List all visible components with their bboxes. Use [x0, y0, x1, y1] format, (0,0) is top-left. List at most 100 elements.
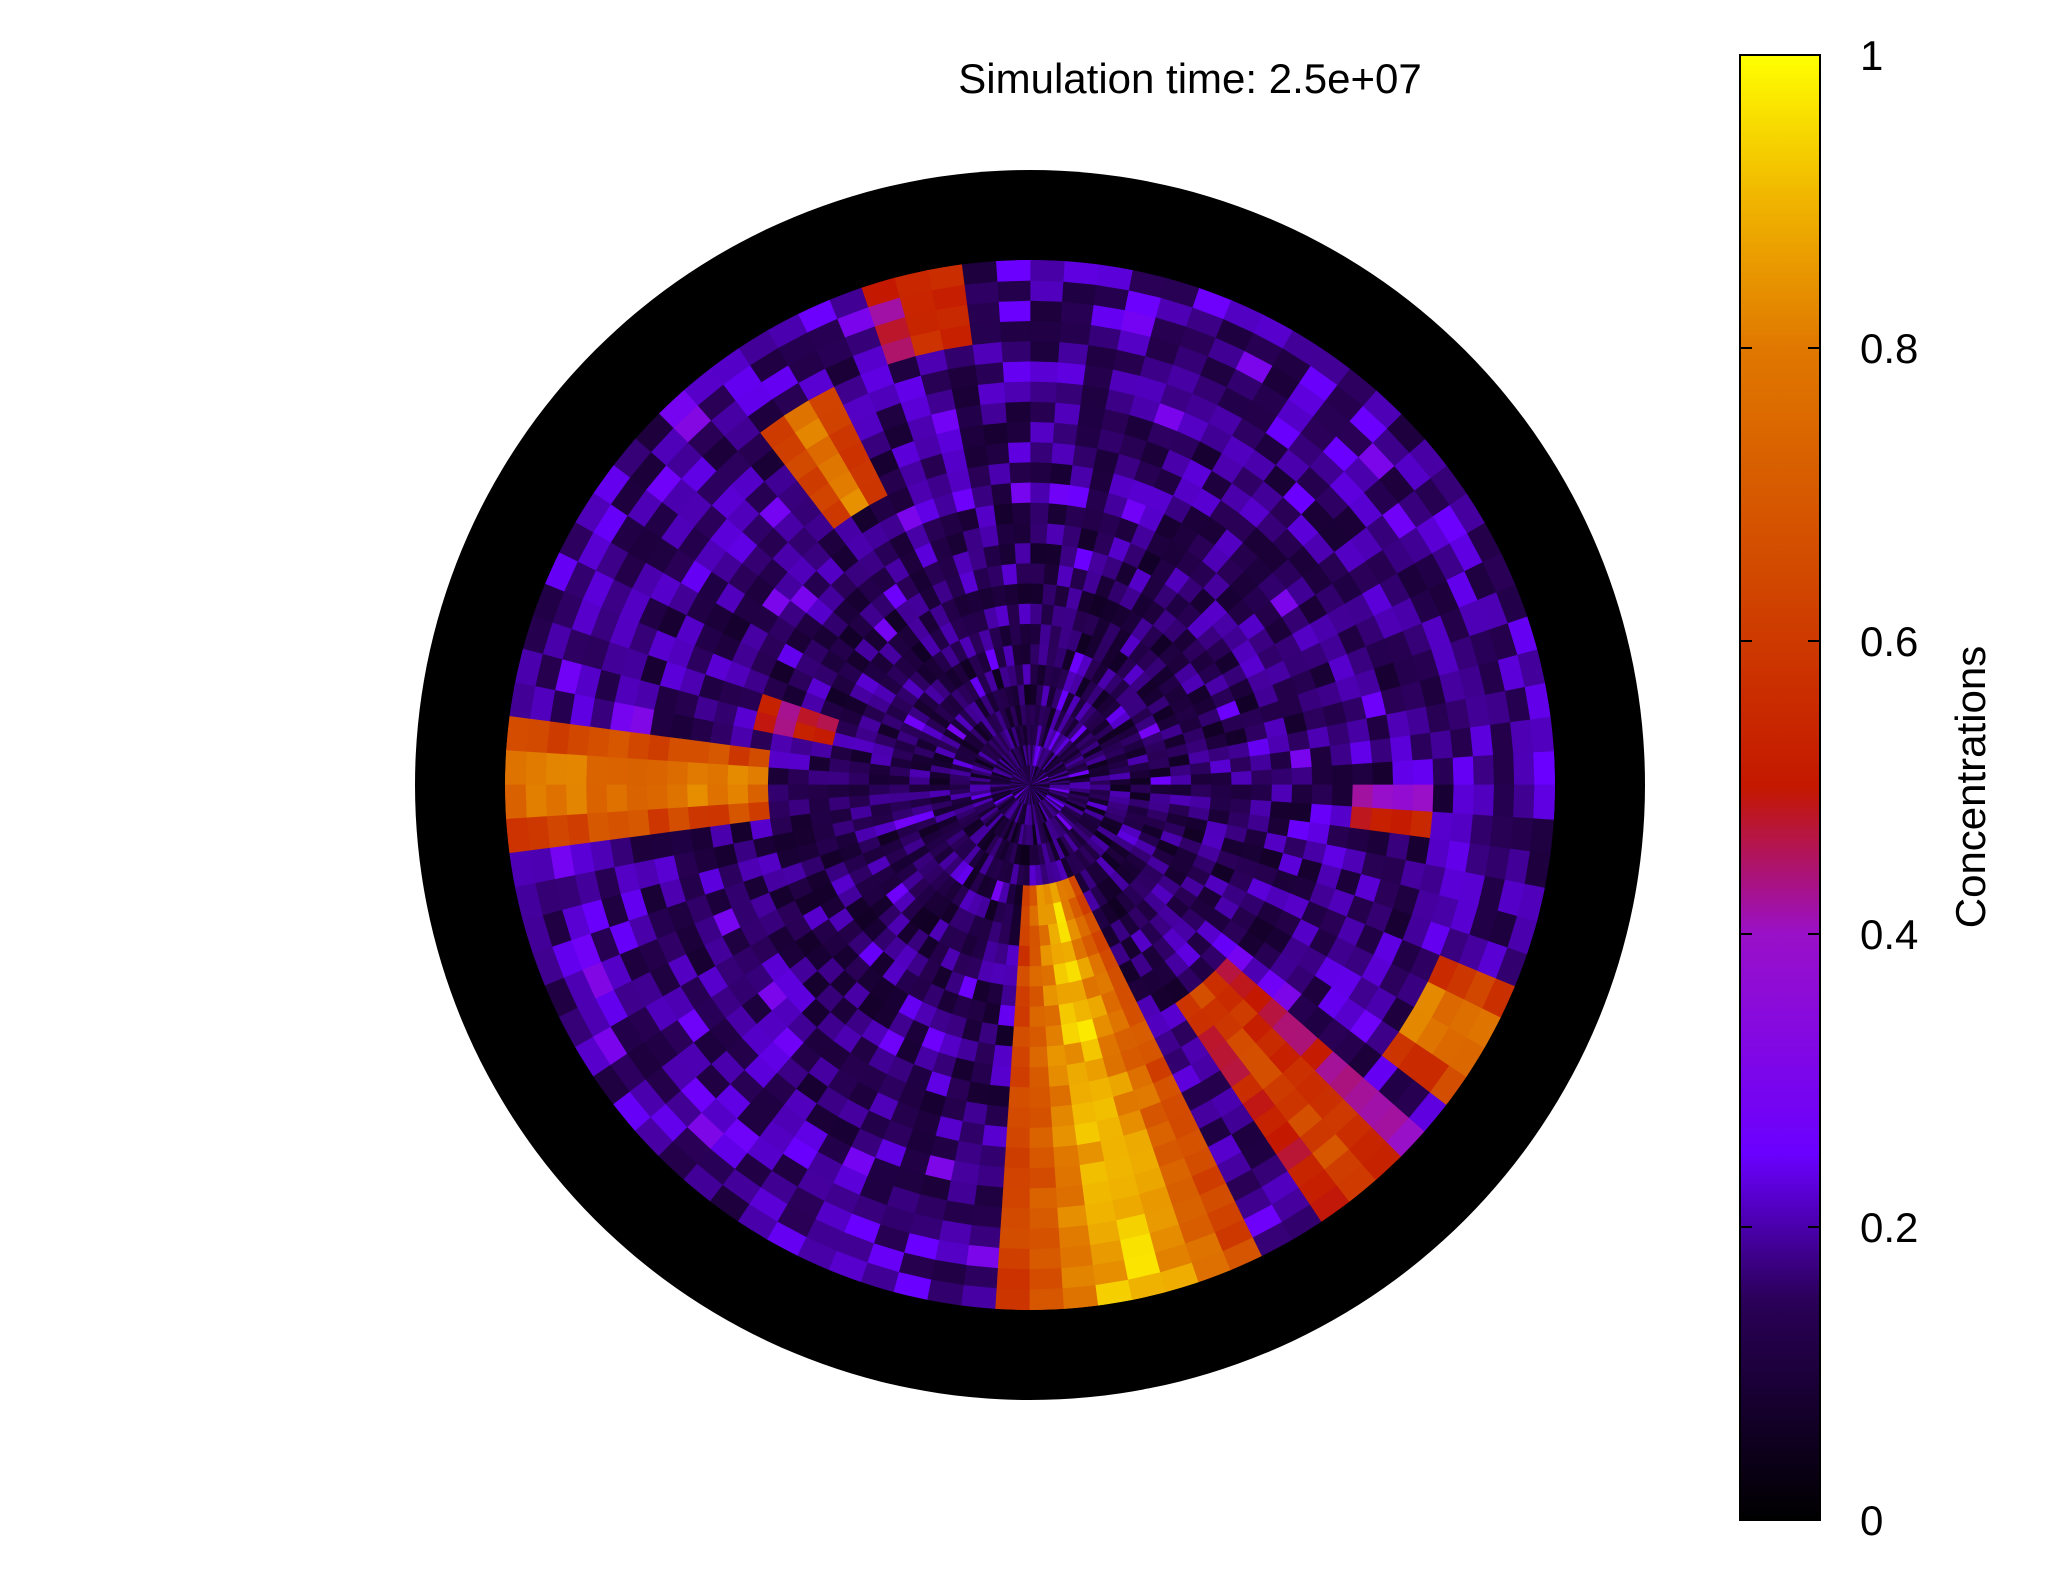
heatmap-cell-14-45	[729, 725, 754, 749]
heatmap-cell-11-0	[1251, 768, 1273, 786]
heatmap-cell-15-69	[966, 1081, 991, 1106]
heatmap-cell-20-24	[1001, 360, 1031, 383]
heatmap-cell-14-23	[1029, 481, 1051, 504]
heatmap-cell-12-69	[978, 1022, 999, 1046]
heatmap-cell-24-72	[1029, 1268, 1064, 1291]
heatmap-cell-19-72	[1029, 1167, 1057, 1190]
heatmap-cell-19-73	[1054, 1164, 1084, 1189]
heatmap-cell-20-46	[606, 729, 631, 760]
heatmap-cell-12-22	[1045, 522, 1065, 546]
heatmap-cell-21-95	[1452, 784, 1475, 815]
heatmap-cell-12-0	[1271, 767, 1293, 786]
heatmap-cell-16-22	[1050, 442, 1076, 466]
heatmap-cell-13-93	[1287, 818, 1311, 841]
heatmap-cell-25-49	[505, 817, 530, 854]
heatmap-cell-22-24	[999, 320, 1031, 343]
heatmap-cell-19-25	[976, 381, 1006, 406]
heatmap-cell-5-23	[1029, 663, 1039, 685]
heatmap-cell-23-46	[545, 721, 571, 756]
heatmap-cell-24-0	[1513, 751, 1536, 786]
heatmap-cell-25-46	[505, 716, 530, 753]
heatmap-cell-19-1	[1409, 731, 1434, 761]
heatmap-cell-12-73	[1045, 1024, 1065, 1048]
heatmap-cell-16-46	[687, 739, 711, 765]
heatmap-cell-22-46	[566, 723, 591, 757]
heatmap-cell-21-48	[585, 784, 608, 815]
heatmap-cell-10-24	[1015, 562, 1031, 584]
heatmap-cell-9-70	[1003, 964, 1019, 987]
heatmap-cell-9-72	[1029, 965, 1044, 988]
heatmap-cell-8-70	[1005, 944, 1020, 967]
heatmap-cell-22-1	[1469, 723, 1494, 757]
heatmap-cell-24-73	[1061, 1265, 1097, 1290]
heatmap-cell-15-23	[1029, 461, 1052, 484]
heatmap-cell-18-48	[645, 784, 668, 811]
heatmap-cell-12-23	[1029, 522, 1048, 544]
heatmap-cell-14-47	[726, 764, 749, 786]
heatmap-cell-17-23	[1029, 421, 1055, 443]
heatmap-cell-12-21	[1061, 524, 1082, 548]
heatmap-cell-9-48	[827, 784, 850, 799]
heatmap-cell-20-0	[1432, 756, 1455, 786]
heatmap-cell-19-48	[625, 784, 648, 812]
heatmap-cell-16-45	[689, 717, 714, 744]
heatmap-cell-21-73	[1057, 1204, 1089, 1229]
heatmap-cell-20-25	[974, 361, 1005, 386]
heatmap-cell-15-95	[1331, 784, 1354, 807]
heatmap-cell-20-95	[1432, 784, 1455, 814]
heatmap-cell-18-46	[646, 734, 671, 762]
heatmap-cell-11-47	[787, 768, 809, 786]
heatmap-cell-17-47	[666, 760, 688, 786]
heatmap-cell-23-23	[1029, 299, 1063, 323]
heatmap-cell-8-22	[1040, 603, 1055, 626]
heatmap-cell-24-48	[524, 784, 547, 819]
heatmap-cell-23-25	[966, 300, 1001, 326]
heatmap-cell-14-22	[1048, 482, 1070, 506]
heatmap-cell-16-21	[1071, 444, 1098, 469]
heatmap-cell-21-46	[586, 726, 611, 758]
heatmap-cell-21-94	[1449, 812, 1474, 844]
heatmap-cell-25-25	[961, 260, 998, 285]
heatmap-cell-14-21	[1066, 484, 1090, 509]
chart-title: Simulation time: 2.5e+07	[958, 55, 1421, 102]
heatmap-cell-24-49	[525, 816, 550, 852]
heatmap-cell-16-93	[1346, 826, 1371, 853]
heatmap-cell-21-24	[1000, 340, 1031, 363]
heatmap-cell-17-25	[982, 421, 1008, 446]
heatmap-cell-19-47	[625, 758, 648, 786]
colorbar-tick-label-5: 1	[1860, 32, 1883, 79]
heatmap-cell-25-73	[1062, 1285, 1099, 1310]
heatmap-cell-15-22	[1049, 462, 1073, 486]
heatmap-cell-12-71	[1012, 1026, 1031, 1048]
heatmap-cell-23-94	[1489, 814, 1515, 849]
heatmap-cell-16-23	[1029, 441, 1053, 464]
heatmap-cell-3-71	[1024, 844, 1031, 867]
heatmap-cell-13-49	[747, 801, 771, 823]
heatmap-cell-12-25	[995, 522, 1015, 546]
heatmap-cell-19-49	[626, 809, 651, 839]
heatmap-cell-24-1	[1510, 718, 1535, 754]
heatmap-cell-17-49	[666, 807, 691, 833]
heatmap-cell-22-95	[1472, 784, 1495, 816]
heatmap-cell-16-72	[1029, 1106, 1053, 1129]
heatmap-cell-13-48	[746, 784, 769, 804]
heatmap-cell-15-24	[1008, 461, 1031, 484]
heatmap-cell-15-49	[707, 804, 731, 828]
heatmap-cell-12-93	[1267, 816, 1291, 837]
heatmap-cell-15-94	[1329, 804, 1353, 828]
heatmap-cell-19-71	[1003, 1167, 1031, 1190]
heatmap-cell-11-48	[787, 784, 809, 802]
heatmap-cell-14-94	[1309, 803, 1333, 825]
heatmap-cell-25-22	[1062, 260, 1099, 285]
heatmap-cell-12-49	[767, 800, 791, 820]
heatmap-cell-22-47	[565, 754, 588, 786]
heatmap-cell-5-71	[1021, 885, 1031, 907]
heatmap-cell-21-49	[586, 812, 611, 844]
heatmap-cell-8-23	[1029, 602, 1043, 625]
heatmap-cell-10-46	[807, 755, 831, 773]
heatmap-cell-20-48	[605, 784, 628, 814]
heatmap-cell-12-48	[767, 784, 789, 803]
heatmap-cell-15-71	[1008, 1086, 1031, 1109]
heatmap-cell-17-0	[1372, 760, 1394, 786]
